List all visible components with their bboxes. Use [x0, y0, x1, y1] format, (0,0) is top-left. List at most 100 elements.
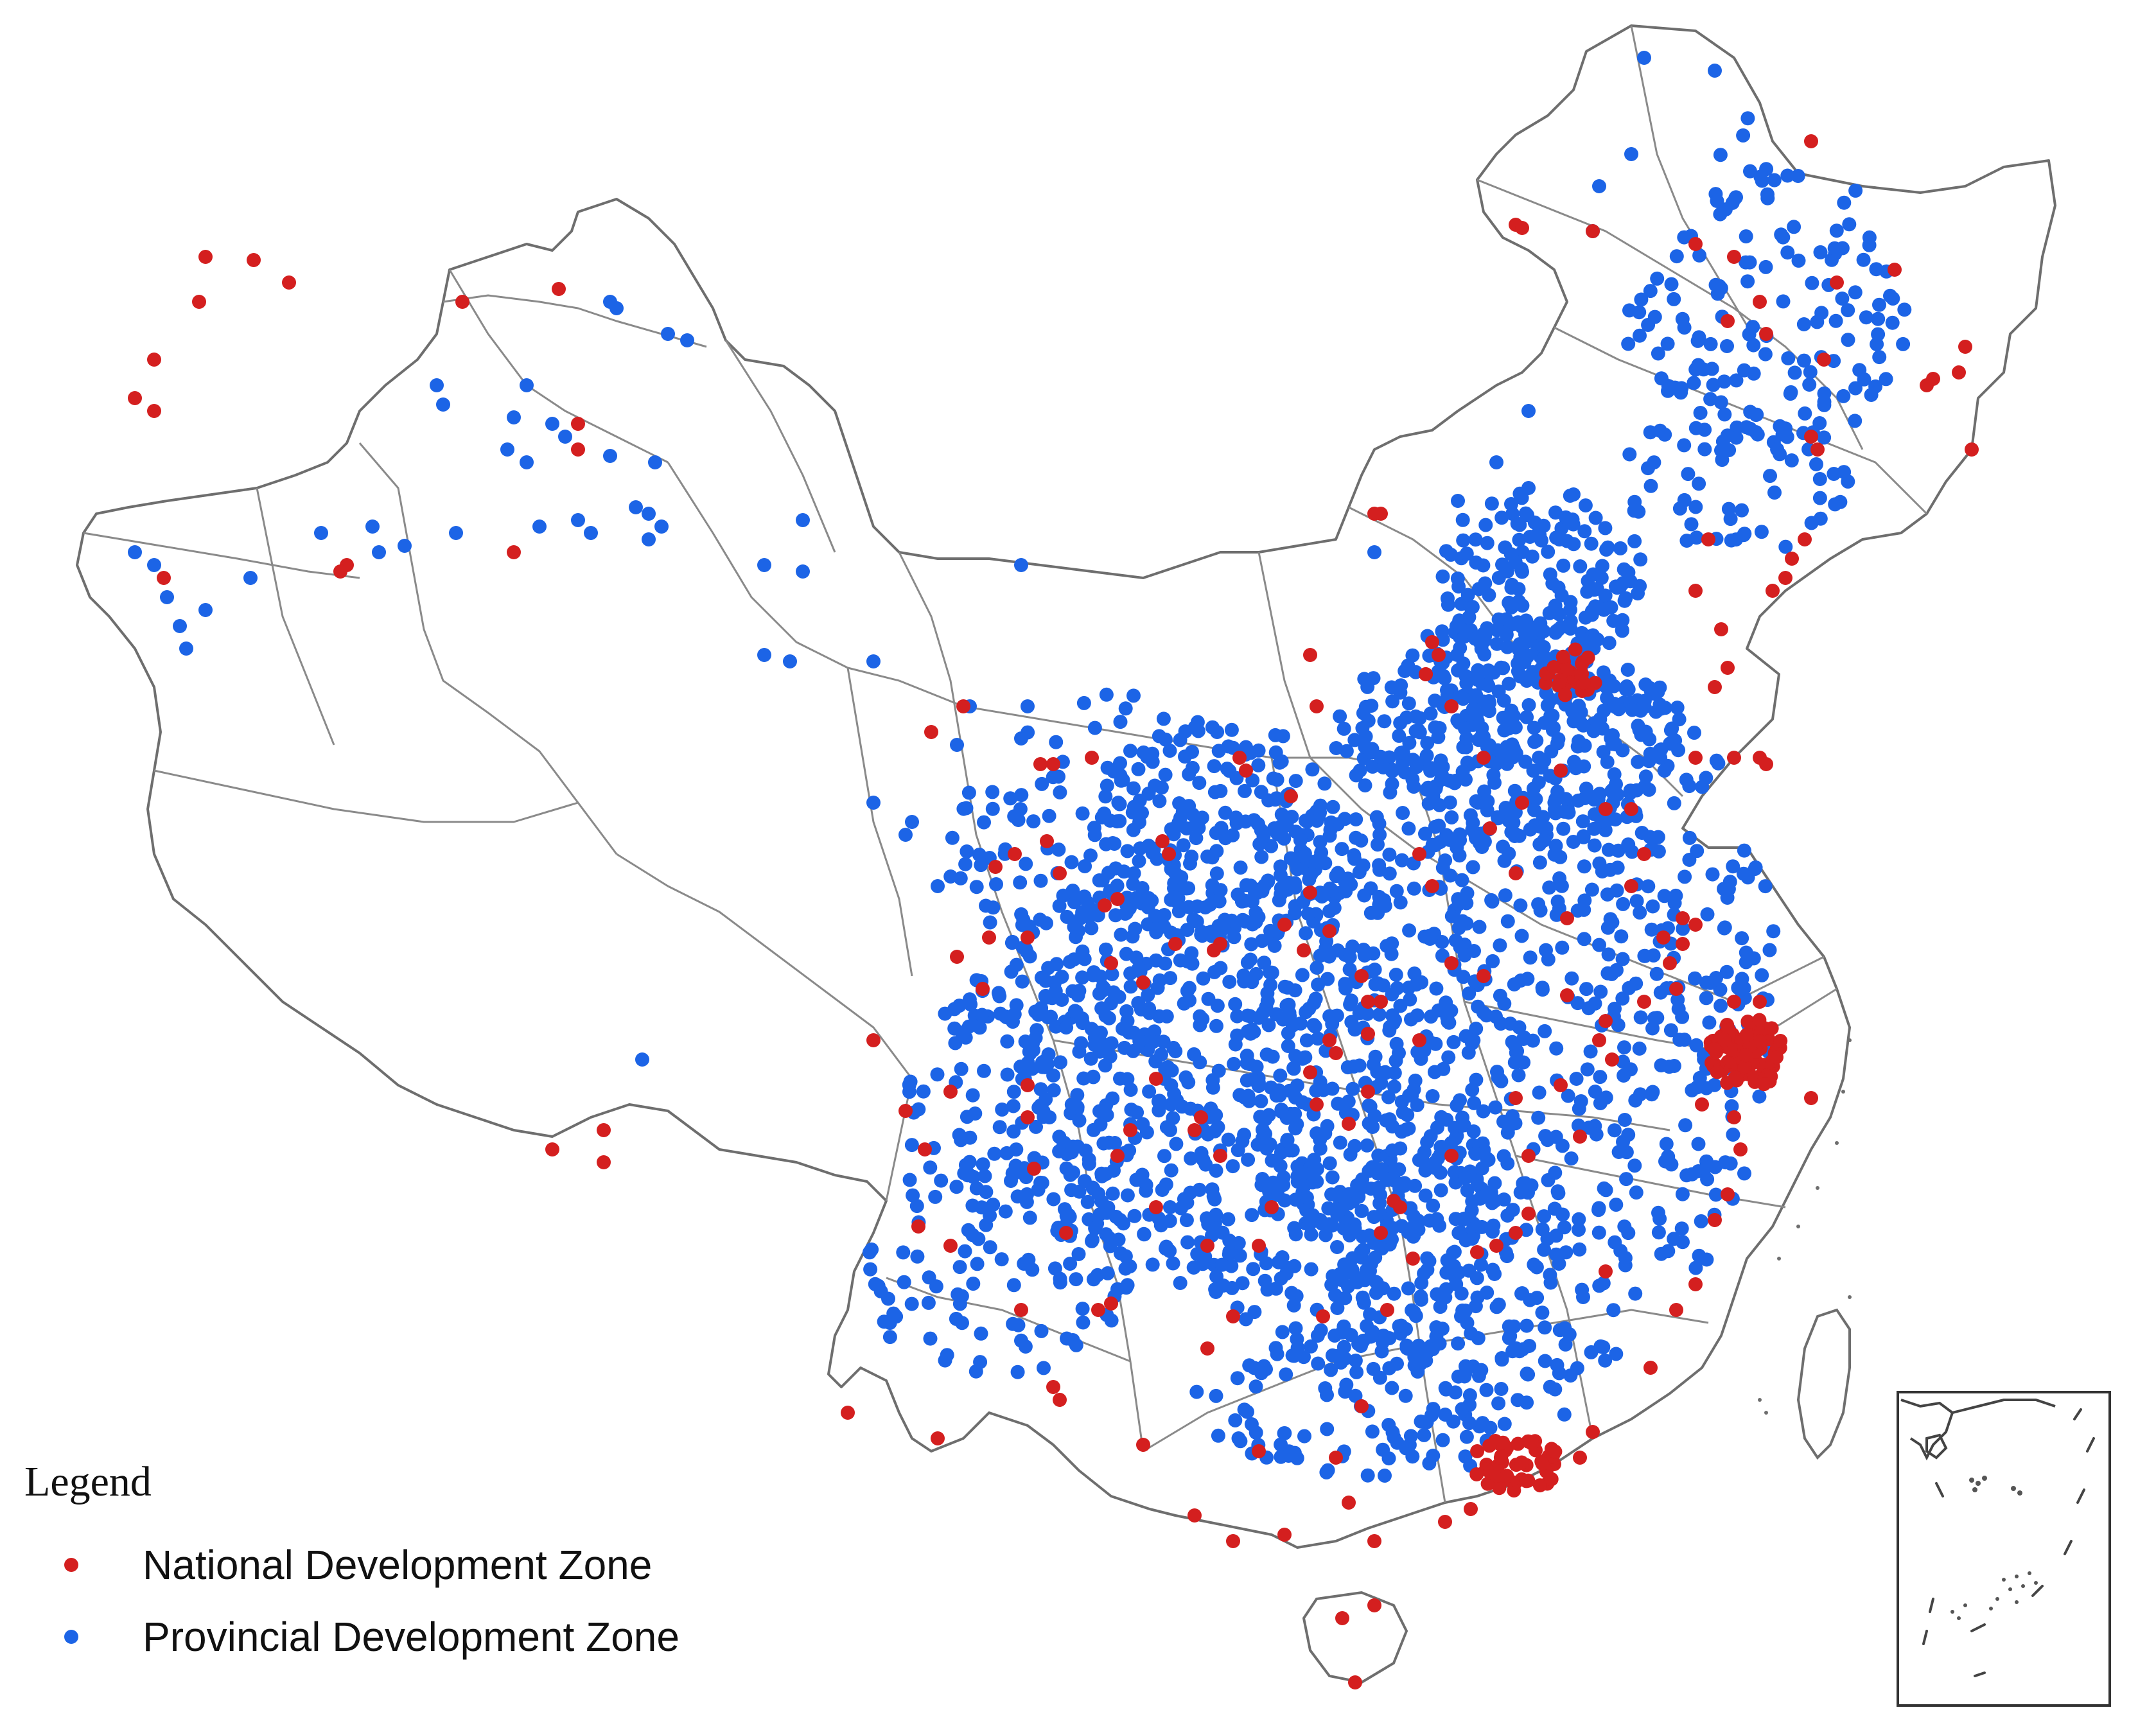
- national-zone-dot: [976, 982, 990, 996]
- provincial-zone-dot: [1274, 1437, 1288, 1452]
- national-zone-dot: [1727, 1110, 1741, 1124]
- provincial-zone-dot: [1067, 920, 1082, 934]
- provincial-zone-dot: [1458, 1449, 1473, 1464]
- provincial-zone-dot: [1493, 938, 1507, 953]
- provincial-zone-dot: [1848, 183, 1863, 198]
- provincial-zone-dot: [1254, 1094, 1268, 1108]
- provincial-zone-dot: [1417, 1427, 1432, 1442]
- national-zone-dot: [1277, 918, 1292, 932]
- national-zone-dot: [1123, 1123, 1137, 1137]
- boundary-line: [616, 853, 913, 1201]
- provincial-zone-dot: [1195, 1012, 1210, 1026]
- coastal-islands: [1758, 1038, 1852, 1415]
- national-zone-dot: [1322, 1033, 1337, 1047]
- national-zone-dot: [1493, 1450, 1508, 1465]
- provincial-zone-dot: [1717, 921, 1731, 936]
- provincial-zone-dot: [1437, 671, 1452, 686]
- provincial-zone-dot: [1749, 425, 1764, 439]
- provincial-zone-dot: [1098, 1058, 1112, 1073]
- provincial-zone-dot: [1486, 1262, 1500, 1277]
- national-zone-dot: [1778, 571, 1792, 585]
- provincial-zone-dot: [1482, 694, 1496, 708]
- provincial-zone-dot: [1667, 1059, 1681, 1073]
- national-zone-dot: [1727, 250, 1741, 264]
- provincial-zone-dot: [1337, 812, 1352, 826]
- provincial-zone-dot: [1339, 744, 1354, 758]
- provincial-zone-dot: [1304, 867, 1319, 882]
- provincial-zone-dot: [1297, 1179, 1311, 1194]
- national-zone-dot: [1525, 1436, 1539, 1451]
- provincial-zone-dot: [1046, 770, 1060, 785]
- provincial-zone-dot: [1629, 1185, 1643, 1200]
- provincial-zone-dot: [1243, 1026, 1258, 1041]
- provincial-zone-dot: [1245, 1208, 1259, 1223]
- provincial-zone-dot: [1173, 1276, 1188, 1290]
- provincial-zone-dot: [1848, 381, 1862, 396]
- provincial-zone-dot: [1051, 842, 1066, 857]
- provincial-zone-dot: [1159, 1120, 1174, 1135]
- provincial-zone-dot: [1797, 353, 1811, 368]
- provincial-zone-dot: [1707, 1078, 1722, 1092]
- provincial-zone-dot: [1633, 1010, 1648, 1025]
- national-zone-dot: [1581, 650, 1595, 665]
- national-zone-dot: [1575, 667, 1590, 681]
- provincial-zone-dot: [1299, 1191, 1314, 1205]
- provincial-zone-dot: [1737, 843, 1751, 858]
- provincial-zone-dot: [1310, 1031, 1325, 1046]
- provincial-zone-dot: [1184, 1151, 1198, 1166]
- national-zone-dot: [1548, 1444, 1563, 1459]
- provincial-zone-dot: [1633, 703, 1648, 718]
- provincial-zone-dot: [1467, 1095, 1482, 1110]
- provincial-zone-dot: [1576, 1290, 1590, 1304]
- provincial-zone-dot: [1106, 985, 1121, 1000]
- provincial-zone-dot: [954, 1061, 968, 1076]
- provincial-zone-dot: [507, 410, 521, 424]
- provincial-zone-dot: [1553, 850, 1568, 864]
- provincial-zone-dot: [1490, 810, 1505, 825]
- national-zone-dot: [1952, 365, 1966, 380]
- provincial-zone-dot: [974, 1326, 988, 1341]
- provincial-zone-dot: [1687, 376, 1701, 390]
- national-zone-dot: [282, 275, 296, 290]
- provincial-zone-dot: [1087, 1038, 1102, 1052]
- provincial-zone-dot: [1236, 912, 1250, 927]
- provincial-zone-dot: [906, 1188, 920, 1203]
- provincial-zone-dot: [1489, 455, 1503, 469]
- provincial-zone-dot: [1540, 698, 1555, 713]
- national-zone-dot: [1773, 1034, 1788, 1048]
- provincial-zone-dot: [1224, 913, 1239, 928]
- national-zone-dot: [1136, 975, 1150, 990]
- national-zone-dot: [1419, 667, 1433, 681]
- provincial-zone-dot: [1100, 1205, 1114, 1220]
- provincial-zone-dot: [1231, 1143, 1245, 1158]
- provincial-zone-dot: [979, 1185, 994, 1200]
- provincial-zone-dot: [1511, 1068, 1526, 1083]
- provincial-zone-dot: [1354, 1203, 1369, 1218]
- provincial-zone-dot: [1532, 855, 1547, 870]
- provincial-zone-dot: [1467, 944, 1481, 958]
- provincial-zone-dot: [1006, 1124, 1021, 1139]
- provincial-zone-dot: [1500, 914, 1515, 929]
- national-zone-dot: [1425, 879, 1439, 893]
- provincial-zone-dot: [1480, 536, 1494, 550]
- provincial-zone-dot: [1663, 1023, 1678, 1038]
- provincial-zone-dot: [1739, 229, 1753, 244]
- provincial-zone-dot: [1557, 1407, 1572, 1422]
- national-zone-dot: [1721, 314, 1735, 328]
- provincial-zone-dot: [1146, 1034, 1161, 1049]
- provincial-zone-dot: [1053, 1275, 1067, 1290]
- provincial-zone-dot: [1407, 881, 1421, 896]
- provincial-zone-dot: [1659, 1137, 1674, 1151]
- national-zone-dot: [988, 860, 1003, 874]
- provincial-zone-dot: [1552, 1366, 1566, 1381]
- provincial-zone-dot: [1098, 1008, 1113, 1023]
- provincial-zone-dot: [1627, 1158, 1642, 1173]
- provincial-zone-dot: [1549, 1041, 1564, 1056]
- provincial-zone-dot: [1378, 1469, 1392, 1483]
- national-zone-dot: [1739, 1048, 1753, 1063]
- provincial-zone-dot: [757, 648, 771, 662]
- provincial-zone-dot: [1537, 1209, 1552, 1224]
- provincial-zone-dot: [1607, 697, 1622, 711]
- provincial-zone-dot: [1210, 999, 1225, 1013]
- provincial-zone-dot: [1438, 853, 1453, 868]
